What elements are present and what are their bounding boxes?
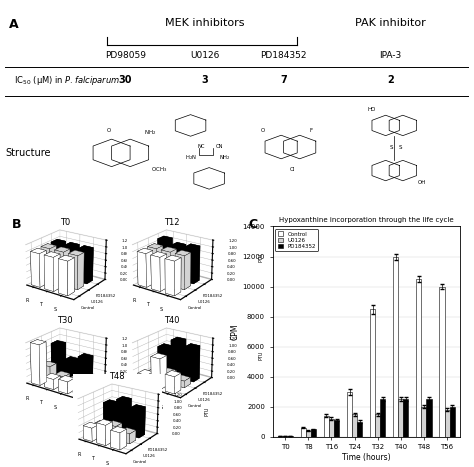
Text: O: O [260,128,264,133]
Bar [347,392,352,437]
Text: PD184352: PD184352 [260,51,307,60]
Bar [324,416,329,437]
Bar [306,431,311,437]
Text: OCH$_3$: OCH$_3$ [151,165,167,174]
Title: T12: T12 [164,218,180,226]
Text: U0126: U0126 [190,51,219,60]
Text: PD98059: PD98059 [105,51,146,60]
Bar [311,429,316,437]
Title: T48: T48 [109,372,125,381]
Title: T30: T30 [57,316,73,325]
Text: MEK inhibitors: MEK inhibitors [165,18,244,28]
Bar [375,414,380,437]
Bar [288,436,293,437]
Text: F: F [310,128,313,133]
Bar [450,407,455,437]
Y-axis label: CPM: CPM [231,323,240,340]
Text: C: C [248,218,258,231]
Text: NH$_2$: NH$_2$ [219,153,231,162]
Text: IPA-3: IPA-3 [379,51,401,60]
Bar [403,399,409,437]
Text: CN: CN [216,143,224,149]
Title: T0: T0 [60,218,70,226]
Bar [427,399,432,437]
Bar [393,256,398,437]
Bar [445,410,450,437]
Bar [329,418,334,437]
Text: IC$_{50}$ (μM) in $\it{P. falciparum}$: IC$_{50}$ (μM) in $\it{P. falciparum}$ [14,74,120,87]
Text: O: O [107,128,111,133]
X-axis label: Time (hours): Time (hours) [342,453,391,462]
Text: PAK inhibitor: PAK inhibitor [355,18,426,28]
Text: $\rm{NH_2}$: $\rm{NH_2}$ [144,128,156,137]
Bar [370,309,375,437]
Bar [380,399,385,437]
Bar [398,399,403,437]
Bar [334,420,339,437]
Text: S: S [398,144,401,149]
Text: 3: 3 [201,75,208,85]
Bar [301,428,306,437]
Text: 2: 2 [387,75,394,85]
Bar [439,287,445,437]
Text: Cl: Cl [290,167,295,172]
Bar [421,407,427,437]
Text: Structure: Structure [5,148,51,158]
Title: Hypoxanthine incorporation through the life cycle: Hypoxanthine incorporation through the l… [279,217,454,223]
Bar [278,436,283,437]
Bar [416,279,421,437]
Bar [357,422,362,437]
Text: 30: 30 [119,75,132,85]
Text: B: B [12,218,21,231]
Text: H$_2$N: H$_2$N [184,153,197,162]
Bar [352,414,357,437]
Text: OH: OH [418,180,427,185]
Text: NC: NC [198,143,205,149]
Text: S: S [390,144,393,149]
Title: T40: T40 [164,316,180,325]
Text: 7: 7 [280,75,287,85]
Text: A: A [9,18,19,30]
Legend: Control, U0126, PD184352: Control, U0126, PD184352 [275,229,318,251]
Text: HO: HO [368,106,376,112]
